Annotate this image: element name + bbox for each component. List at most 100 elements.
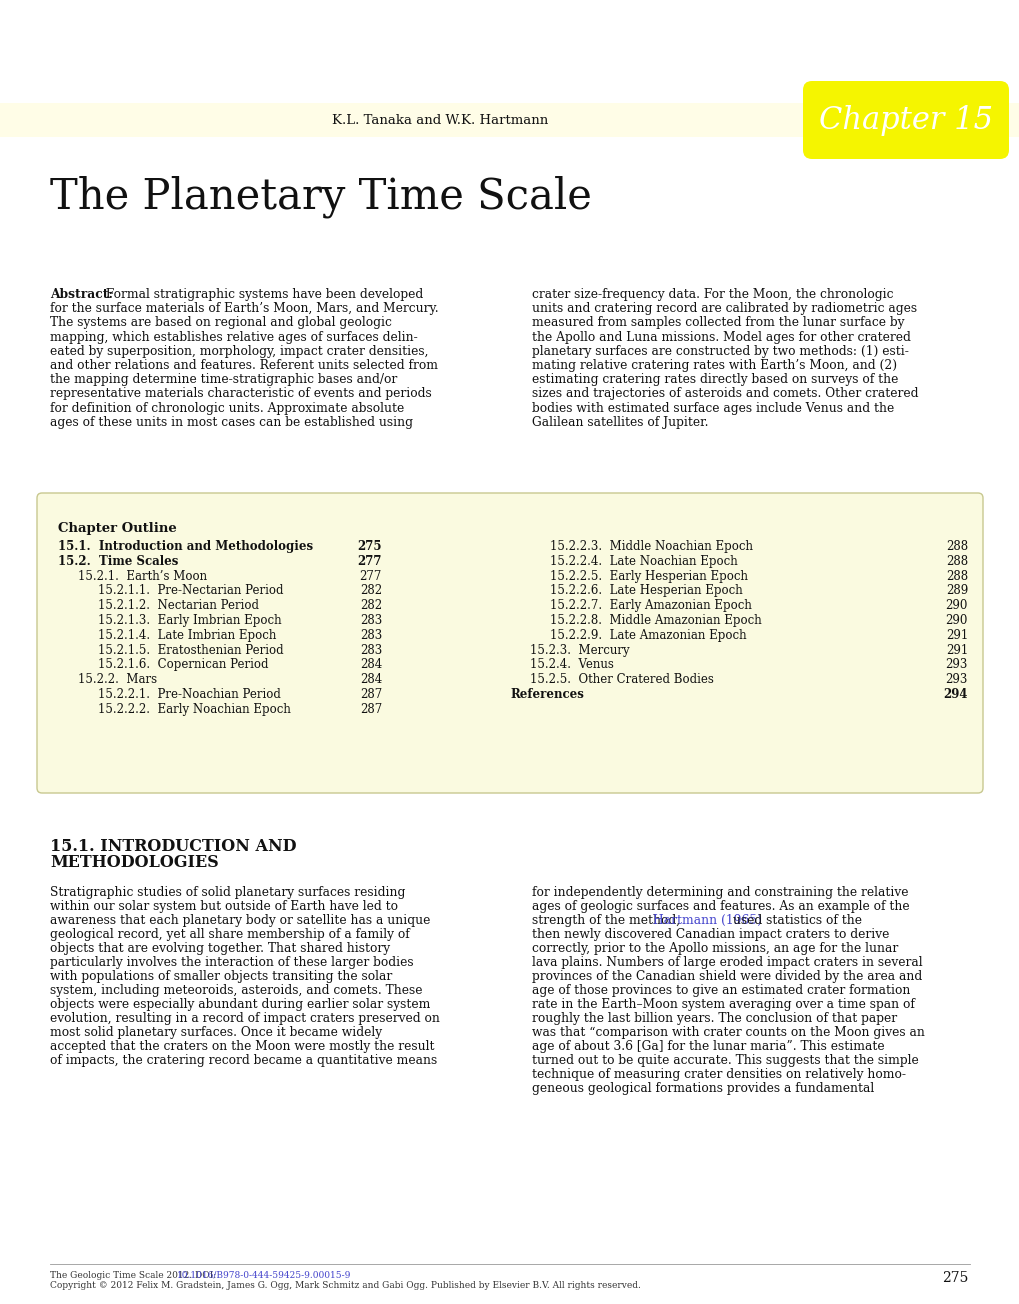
Text: 275: 275 bbox=[941, 1271, 967, 1284]
Text: 290: 290 bbox=[945, 600, 967, 612]
Text: 15.2.2.3.  Middle Noachian Epoch: 15.2.2.3. Middle Noachian Epoch bbox=[549, 540, 752, 553]
Text: turned out to be quite accurate. This suggests that the simple: turned out to be quite accurate. This su… bbox=[532, 1054, 918, 1067]
Text: measured from samples collected from the lunar surface by: measured from samples collected from the… bbox=[532, 317, 904, 330]
Text: of impacts, the cratering record became a quantitative means: of impacts, the cratering record became … bbox=[50, 1054, 437, 1067]
Text: 15.2.2.  Mars: 15.2.2. Mars bbox=[77, 673, 157, 686]
Text: system, including meteoroids, asteroids, and comets. These: system, including meteoroids, asteroids,… bbox=[50, 985, 422, 998]
Text: 15.2.1.5.  Eratosthenian Period: 15.2.1.5. Eratosthenian Period bbox=[98, 644, 283, 657]
FancyBboxPatch shape bbox=[802, 81, 1008, 159]
Text: 293: 293 bbox=[945, 659, 967, 672]
Text: roughly the last billion years. The conclusion of that paper: roughly the last billion years. The conc… bbox=[532, 1012, 897, 1025]
Text: 15.2.2.5.  Early Hesperian Epoch: 15.2.2.5. Early Hesperian Epoch bbox=[549, 570, 747, 583]
Text: age of about 3.6 [Ga] for the lunar maria”. This estimate: age of about 3.6 [Ga] for the lunar mari… bbox=[532, 1041, 883, 1054]
Text: 15.2.2.6.  Late Hesperian Epoch: 15.2.2.6. Late Hesperian Epoch bbox=[549, 584, 742, 597]
Text: units and cratering record are calibrated by radiometric ages: units and cratering record are calibrate… bbox=[532, 303, 916, 316]
Text: 283: 283 bbox=[360, 614, 382, 627]
Bar bbox=[0, 103, 1019, 137]
Text: 15.2.1.4.  Late Imbrian Epoch: 15.2.1.4. Late Imbrian Epoch bbox=[98, 629, 276, 642]
Text: 293: 293 bbox=[945, 673, 967, 686]
Text: 15.2.5.  Other Cratered Bodies: 15.2.5. Other Cratered Bodies bbox=[530, 673, 713, 686]
Text: 15.2.2.9.  Late Amazonian Epoch: 15.2.2.9. Late Amazonian Epoch bbox=[549, 629, 746, 642]
Text: 277: 277 bbox=[360, 570, 382, 583]
Text: K.L. Tanaka and W.K. Hartmann: K.L. Tanaka and W.K. Hartmann bbox=[331, 113, 547, 126]
Text: 15.2.1.  Earth’s Moon: 15.2.1. Earth’s Moon bbox=[77, 570, 207, 583]
Text: for definition of chronologic units. Approximate absolute: for definition of chronologic units. App… bbox=[50, 402, 404, 415]
Text: for the surface materials of Earth’s Moon, Mars, and Mercury.: for the surface materials of Earth’s Moo… bbox=[50, 303, 438, 316]
Text: awareness that each planetary body or satellite has a unique: awareness that each planetary body or sa… bbox=[50, 914, 430, 927]
Text: The Geologic Time Scale 2012. DOI:: The Geologic Time Scale 2012. DOI: bbox=[50, 1271, 219, 1281]
Text: Hartmann (1965): Hartmann (1965) bbox=[652, 914, 761, 927]
Text: 282: 282 bbox=[360, 600, 382, 612]
Text: lava plains. Numbers of large eroded impact craters in several: lava plains. Numbers of large eroded imp… bbox=[532, 956, 922, 969]
Text: the mapping determine time-stratigraphic bases and/or: the mapping determine time-stratigraphic… bbox=[50, 373, 396, 386]
Text: 15.2.2.7.  Early Amazonian Epoch: 15.2.2.7. Early Amazonian Epoch bbox=[549, 600, 751, 612]
Text: 15.2.2.8.  Middle Amazonian Epoch: 15.2.2.8. Middle Amazonian Epoch bbox=[549, 614, 761, 627]
Text: 277: 277 bbox=[357, 554, 382, 567]
Text: 291: 291 bbox=[945, 644, 967, 657]
Text: objects that are evolving together. That shared history: objects that are evolving together. That… bbox=[50, 941, 389, 955]
Text: mating relative cratering rates with Earth’s Moon, and (2): mating relative cratering rates with Ear… bbox=[532, 359, 897, 372]
Text: was that “comparison with crater counts on the Moon gives an: was that “comparison with crater counts … bbox=[532, 1026, 924, 1039]
Text: 294: 294 bbox=[943, 689, 967, 702]
Text: 15.2.2.1.  Pre-Noachian Period: 15.2.2.1. Pre-Noachian Period bbox=[98, 689, 280, 702]
Text: with populations of smaller objects transiting the solar: with populations of smaller objects tran… bbox=[50, 970, 392, 983]
Text: most solid planetary surfaces. Once it became widely: most solid planetary surfaces. Once it b… bbox=[50, 1026, 382, 1039]
Text: 282: 282 bbox=[360, 584, 382, 597]
Text: correctly, prior to the Apollo missions, an age for the lunar: correctly, prior to the Apollo missions,… bbox=[532, 941, 898, 955]
Text: Chapter Outline: Chapter Outline bbox=[58, 522, 176, 535]
Text: bodies with estimated surface ages include Venus and the: bodies with estimated surface ages inclu… bbox=[532, 402, 894, 415]
Text: within our solar system but outside of Earth have led to: within our solar system but outside of E… bbox=[50, 900, 397, 913]
Text: mapping, which establishes relative ages of surfaces delin-: mapping, which establishes relative ages… bbox=[50, 331, 418, 343]
Text: Copyright © 2012 Felix M. Gradstein, James G. Ogg, Mark Schmitz and Gabi Ogg. Pu: Copyright © 2012 Felix M. Gradstein, Jam… bbox=[50, 1281, 640, 1290]
Text: age of those provinces to give an estimated crater formation: age of those provinces to give an estima… bbox=[532, 985, 910, 998]
Text: planetary surfaces are constructed by two methods: (1) esti-: planetary surfaces are constructed by tw… bbox=[532, 344, 908, 357]
Text: 291: 291 bbox=[945, 629, 967, 642]
Text: 15.2.1.1.  Pre-Nectarian Period: 15.2.1.1. Pre-Nectarian Period bbox=[98, 584, 283, 597]
Text: Galilean satellites of Jupiter.: Galilean satellites of Jupiter. bbox=[532, 416, 708, 429]
Text: and other relations and features. Referent units selected from: and other relations and features. Refere… bbox=[50, 359, 437, 372]
Text: 288: 288 bbox=[945, 554, 967, 567]
Text: accepted that the craters on the Moon were mostly the result: accepted that the craters on the Moon we… bbox=[50, 1041, 434, 1054]
Text: geological record, yet all share membership of a family of: geological record, yet all share members… bbox=[50, 928, 410, 941]
Text: 15.1.  Introduction and Methodologies: 15.1. Introduction and Methodologies bbox=[58, 540, 313, 553]
Text: 15.2.4.  Venus: 15.2.4. Venus bbox=[530, 659, 613, 672]
Text: 15.2.1.3.  Early Imbrian Epoch: 15.2.1.3. Early Imbrian Epoch bbox=[98, 614, 281, 627]
Text: Formal stratigraphic systems have been developed: Formal stratigraphic systems have been d… bbox=[102, 288, 423, 301]
Text: 15.2.2.4.  Late Noachian Epoch: 15.2.2.4. Late Noachian Epoch bbox=[549, 554, 737, 567]
Text: 287: 287 bbox=[360, 703, 382, 716]
Text: Chapter 15: Chapter 15 bbox=[818, 104, 993, 136]
Text: 287: 287 bbox=[360, 689, 382, 702]
Text: Stratigraphic studies of solid planetary surfaces residing: Stratigraphic studies of solid planetary… bbox=[50, 885, 405, 898]
Text: METHODOLOGIES: METHODOLOGIES bbox=[50, 854, 218, 871]
Text: Abstract:: Abstract: bbox=[50, 288, 113, 301]
Text: then newly discovered Canadian impact craters to derive: then newly discovered Canadian impact cr… bbox=[532, 928, 889, 941]
Text: 289: 289 bbox=[945, 584, 967, 597]
Text: 15.2.1.2.  Nectarian Period: 15.2.1.2. Nectarian Period bbox=[98, 600, 259, 612]
Text: 283: 283 bbox=[360, 644, 382, 657]
Text: 15.2.2.2.  Early Noachian Epoch: 15.2.2.2. Early Noachian Epoch bbox=[98, 703, 290, 716]
Text: References: References bbox=[510, 689, 583, 702]
Text: rate in the Earth–Moon system averaging over a time span of: rate in the Earth–Moon system averaging … bbox=[532, 998, 914, 1011]
Text: strength of the method,: strength of the method, bbox=[532, 914, 684, 927]
FancyBboxPatch shape bbox=[37, 493, 982, 793]
Text: ages of these units in most cases can be established using: ages of these units in most cases can be… bbox=[50, 416, 413, 429]
Text: 10.1016/B978-0-444-59425-9.00015-9: 10.1016/B978-0-444-59425-9.00015-9 bbox=[176, 1271, 351, 1281]
Text: 284: 284 bbox=[360, 673, 382, 686]
Text: estimating cratering rates directly based on surveys of the: estimating cratering rates directly base… bbox=[532, 373, 898, 386]
Text: eated by superposition, morphology, impact crater densities,: eated by superposition, morphology, impa… bbox=[50, 344, 428, 357]
Text: The Planetary Time Scale: The Planetary Time Scale bbox=[50, 175, 591, 218]
Text: 283: 283 bbox=[360, 629, 382, 642]
Text: The systems are based on regional and global geologic: The systems are based on regional and gl… bbox=[50, 317, 391, 330]
Text: 15.2.1.6.  Copernican Period: 15.2.1.6. Copernican Period bbox=[98, 659, 268, 672]
Text: 15.2.  Time Scales: 15.2. Time Scales bbox=[58, 554, 178, 567]
Text: sizes and trajectories of asteroids and comets. Other cratered: sizes and trajectories of asteroids and … bbox=[532, 387, 917, 400]
Text: evolution, resulting in a record of impact craters preserved on: evolution, resulting in a record of impa… bbox=[50, 1012, 439, 1025]
Text: 275: 275 bbox=[357, 540, 382, 553]
Text: the Apollo and Luna missions. Model ages for other cratered: the Apollo and Luna missions. Model ages… bbox=[532, 331, 910, 343]
Text: ages of geologic surfaces and features. As an example of the: ages of geologic surfaces and features. … bbox=[532, 900, 909, 913]
Text: 288: 288 bbox=[945, 570, 967, 583]
Text: for independently determining and constraining the relative: for independently determining and constr… bbox=[532, 885, 908, 898]
Text: geneous geological formations provides a fundamental: geneous geological formations provides a… bbox=[532, 1082, 873, 1095]
Text: crater size-frequency data. For the Moon, the chronologic: crater size-frequency data. For the Moon… bbox=[532, 288, 893, 301]
Text: 15.1. INTRODUCTION AND: 15.1. INTRODUCTION AND bbox=[50, 838, 297, 855]
